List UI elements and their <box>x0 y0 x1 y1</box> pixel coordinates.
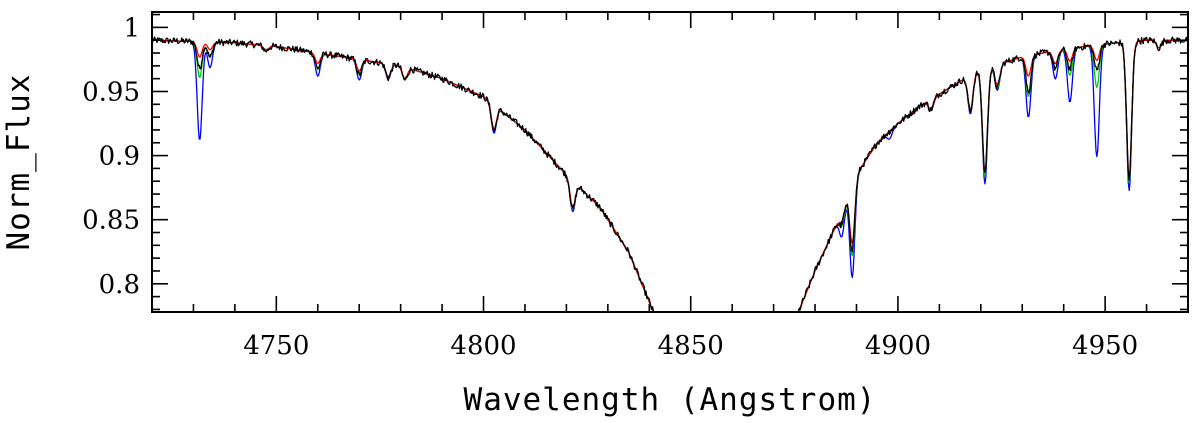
x-axis-title: Wavelength (Angstrom) <box>464 382 877 418</box>
y-tick-label: 1 <box>123 13 140 43</box>
x-tick-label: 4750 <box>243 331 309 361</box>
x-tick-label: 4850 <box>658 331 724 361</box>
series-observed-segment-1 <box>152 36 655 312</box>
axis-ticks <box>151 12 1189 312</box>
tick-labels: 4750 4800 4850 4900 4950 0.8 0.85 0.9 0.95 1 <box>82 13 1138 361</box>
x-tick-label: 4950 <box>1072 331 1138 361</box>
plot-area: 4750 4800 4850 4900 4950 0.8 0.85 0.9 0.95 1 <box>82 11 1189 361</box>
y-tick-label: 0.95 <box>82 77 140 107</box>
series-layer <box>152 36 1188 312</box>
series-model_blue-segment-1 <box>152 39 655 312</box>
y-tick-label: 0.8 <box>99 270 140 300</box>
series-model_green-segment-1 <box>152 39 655 312</box>
x-tick-label: 4900 <box>865 331 931 361</box>
x-tick-label: 4800 <box>450 331 516 361</box>
series-model_red-segment-1 <box>152 39 655 312</box>
plot-frame <box>151 11 1189 313</box>
y-axis-title: Norm_Flux <box>1 74 37 251</box>
series-observed-segment-2 <box>797 36 1188 311</box>
y-tick-label: 0.85 <box>82 206 140 236</box>
y-tick-label: 0.9 <box>99 142 140 172</box>
